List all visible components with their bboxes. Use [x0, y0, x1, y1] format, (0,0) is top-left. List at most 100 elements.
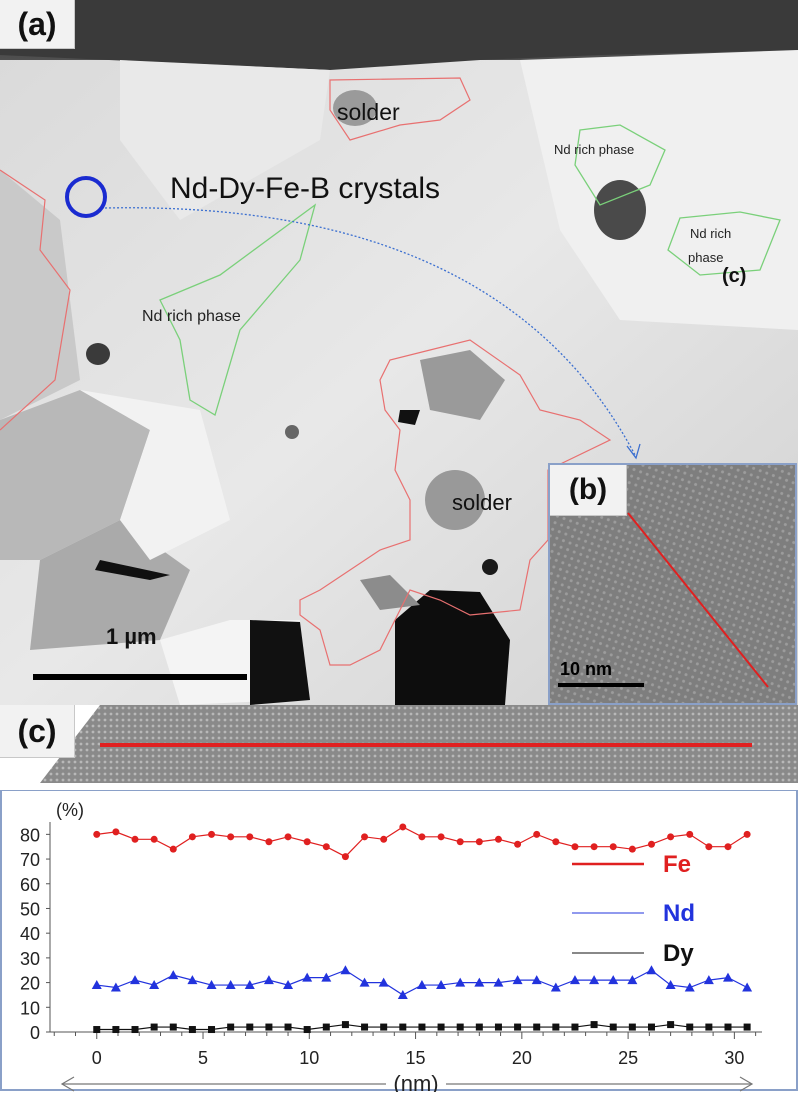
dotted-connector — [104, 207, 636, 456]
scale-bar-label-1um: 1 µm — [106, 624, 157, 649]
scale-bar-label-10nm: 10 nm — [560, 659, 612, 679]
y-tick-label: 0 — [30, 1023, 40, 1043]
dark-grain-bottom-left — [250, 620, 310, 705]
label-nd-rich-top-right: Nd rich phase — [554, 142, 634, 157]
dy-data-point — [437, 1023, 445, 1031]
grain-light-1 — [120, 60, 330, 220]
fe-data-point — [112, 828, 120, 836]
nd-data-point — [263, 975, 274, 985]
legend-dy-label: Dy — [663, 940, 694, 967]
fe-data-point — [533, 830, 541, 838]
x-tick-label: 25 — [618, 1048, 638, 1068]
nd-data-point — [283, 980, 294, 990]
fe-data-point — [724, 843, 732, 851]
fe-data-point — [361, 833, 369, 841]
label-solder-top: solder — [337, 99, 400, 125]
fe-data-point — [284, 833, 292, 841]
y-tick-label: 80 — [20, 825, 40, 845]
nd-data-point — [550, 982, 561, 992]
dy-data-point — [208, 1026, 216, 1034]
dy-data-point — [131, 1026, 139, 1034]
nd-data-point — [149, 980, 160, 990]
fe-data-point — [246, 833, 254, 841]
dy-data-point — [303, 1026, 311, 1034]
dy-data-point — [361, 1023, 369, 1031]
fe-data-point — [437, 833, 445, 841]
fe-data-point — [456, 838, 464, 846]
nd-data-point — [722, 972, 733, 982]
nd-data-point — [397, 989, 408, 999]
dy-data-point — [169, 1023, 177, 1031]
nd-data-point — [684, 982, 695, 992]
x-arrow-right-head — [739, 1076, 754, 1092]
solder-blob-top — [333, 90, 377, 126]
dy-data-point — [628, 1023, 636, 1031]
pore-2 — [285, 425, 299, 439]
dy-data-point — [341, 1021, 349, 1029]
nd-data-point — [340, 965, 351, 975]
dy-data-point — [514, 1023, 522, 1031]
label-c-marker: (c) — [722, 265, 746, 287]
chart-legend: Fe Nd Dy — [572, 851, 695, 967]
y-tick-label: 50 — [20, 899, 40, 919]
dy-data-point — [475, 1023, 483, 1031]
nd-data-point — [359, 977, 370, 987]
dy-data-point — [380, 1023, 388, 1031]
nd-data-point — [91, 980, 102, 990]
panel-c-lattice-strip: (c) — [0, 705, 798, 790]
nd-data-point — [569, 975, 580, 985]
panel-a-tag: (a) — [0, 0, 75, 49]
dy-data-point — [246, 1023, 254, 1031]
dark-sliver — [95, 560, 170, 580]
dy-data-point — [609, 1023, 617, 1031]
label-nd-rich-right-1: Nd rich — [690, 226, 731, 241]
pore-3 — [482, 559, 498, 575]
fe-data-point — [188, 833, 196, 841]
panel-a-micrograph: solder Nd-Dy-Fe-B crystals Nd rich phase… — [0, 0, 798, 705]
nd-data-point — [110, 982, 121, 992]
panel-c-strip-svg — [0, 705, 798, 790]
dy-data-point — [667, 1021, 675, 1029]
nd-data-point — [168, 970, 179, 980]
fe-data-point — [303, 838, 311, 846]
dy-data-point — [533, 1023, 541, 1031]
y-tick-label: 20 — [20, 974, 40, 994]
dy-data-point — [418, 1023, 426, 1031]
dy-data-point — [724, 1023, 732, 1031]
fe-data-point — [93, 830, 101, 838]
nd-data-point — [321, 972, 332, 982]
composition-chart: 0 10 20 30 40 50 60 70 80 0 5 10 15 20 25 30 (%) (nm) Fe N… — [0, 789, 798, 1096]
nd-data-point — [608, 975, 619, 985]
panel-a-svg: solder Nd-Dy-Fe-B crystals Nd rich phase… — [0, 0, 798, 705]
fe-data-point — [590, 843, 598, 851]
y-tick-label: 60 — [20, 875, 40, 895]
dy-data-point — [227, 1023, 235, 1031]
red-boundary-solder-bottom — [299, 339, 612, 666]
y-tick-label: 30 — [20, 949, 40, 969]
solder-blob-bottom — [425, 470, 485, 530]
dy-data-point — [265, 1023, 273, 1031]
green-outline-nd-rich-top-right — [574, 124, 666, 206]
x-tick-label: 10 — [299, 1048, 319, 1068]
chart-axes: 0 10 20 30 40 50 60 70 80 0 5 10 15 20 25 30 (%) (nm) — [20, 800, 762, 1096]
x-tick-label: 30 — [724, 1048, 744, 1068]
nd-data-point — [455, 977, 466, 987]
y-tick-label: 40 — [20, 924, 40, 944]
nd-data-point — [627, 975, 638, 985]
nd-data-point — [225, 980, 236, 990]
dy-data-point — [705, 1023, 713, 1031]
blue-circle-marker — [65, 176, 107, 218]
composition-chart-svg: 0 10 20 30 40 50 60 70 80 0 5 10 15 20 25 30 (%) (nm) Fe N… — [0, 789, 798, 1096]
dy-data-point — [93, 1026, 101, 1034]
fe-data-point — [380, 835, 388, 843]
dy-data-point — [284, 1023, 292, 1031]
grain-right-bright — [520, 50, 798, 330]
fe-data-point — [743, 830, 751, 838]
fe-data-point — [705, 843, 713, 851]
nd-data-point — [416, 980, 427, 990]
nd-data-point — [493, 977, 504, 987]
fe-data-point — [628, 845, 636, 853]
fe-data-point — [647, 840, 655, 848]
y-axis-label: (%) — [56, 800, 84, 820]
dy-data-point — [590, 1021, 598, 1029]
